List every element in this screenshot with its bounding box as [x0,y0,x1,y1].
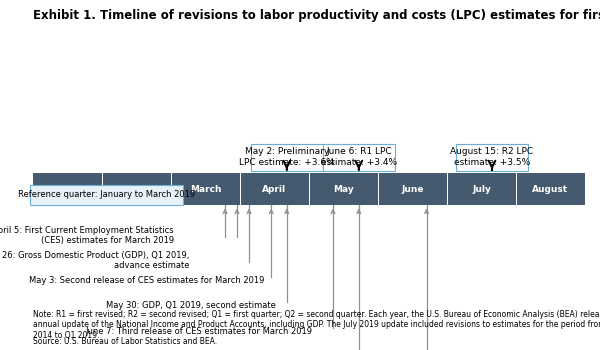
Text: June 7: Third release of CES estimates for March 2019: June 7: Third release of CES estimates f… [85,327,312,336]
FancyBboxPatch shape [251,144,323,171]
Text: Source: U.S. Bureau of Labor Statistics and BEA.: Source: U.S. Bureau of Labor Statistics … [33,337,217,346]
Text: May 2: Preliminary
LPC estimate: +3.6%: May 2: Preliminary LPC estimate: +3.6% [239,147,335,167]
Text: August: August [532,184,569,194]
Text: May 30: GDP, Q1 2019, second estimate: May 30: GDP, Q1 2019, second estimate [106,301,276,310]
Text: April 26: Gross Domestic Product (GDP), Q1 2019,
advance estimate: April 26: Gross Domestic Product (GDP), … [0,251,189,270]
Text: January: January [48,184,87,194]
Text: June: June [401,184,424,194]
FancyBboxPatch shape [456,144,528,171]
Text: July: July [472,184,491,194]
Text: May: May [333,184,354,194]
Text: March: March [190,184,221,194]
Text: June 6: R1 LPC
estimate: +3.4%: June 6: R1 LPC estimate: +3.4% [321,147,397,167]
FancyBboxPatch shape [30,185,183,205]
FancyBboxPatch shape [323,144,395,171]
Text: April: April [262,184,287,194]
Text: May 3: Second release of CES estimates for March 2019: May 3: Second release of CES estimates f… [29,276,264,285]
Text: Exhibit 1. Timeline of revisions to labor productivity and costs (LPC) estimates: Exhibit 1. Timeline of revisions to labo… [33,9,600,22]
Text: Reference quarter: January to March 2019: Reference quarter: January to March 2019 [18,190,195,199]
Text: Note: R1 = first revised; R2 = second revised; Q1 = first quarter; Q2 = second q: Note: R1 = first revised; R2 = second re… [33,310,600,340]
Text: August 15: R2 LPC
estimate: +3.5%: August 15: R2 LPC estimate: +3.5% [451,147,533,167]
Text: April 5: First Current Employment Statistics
(CES) estimates for March 2019: April 5: First Current Employment Statis… [0,226,174,245]
Text: February: February [113,184,160,194]
Bar [33,173,585,205]
